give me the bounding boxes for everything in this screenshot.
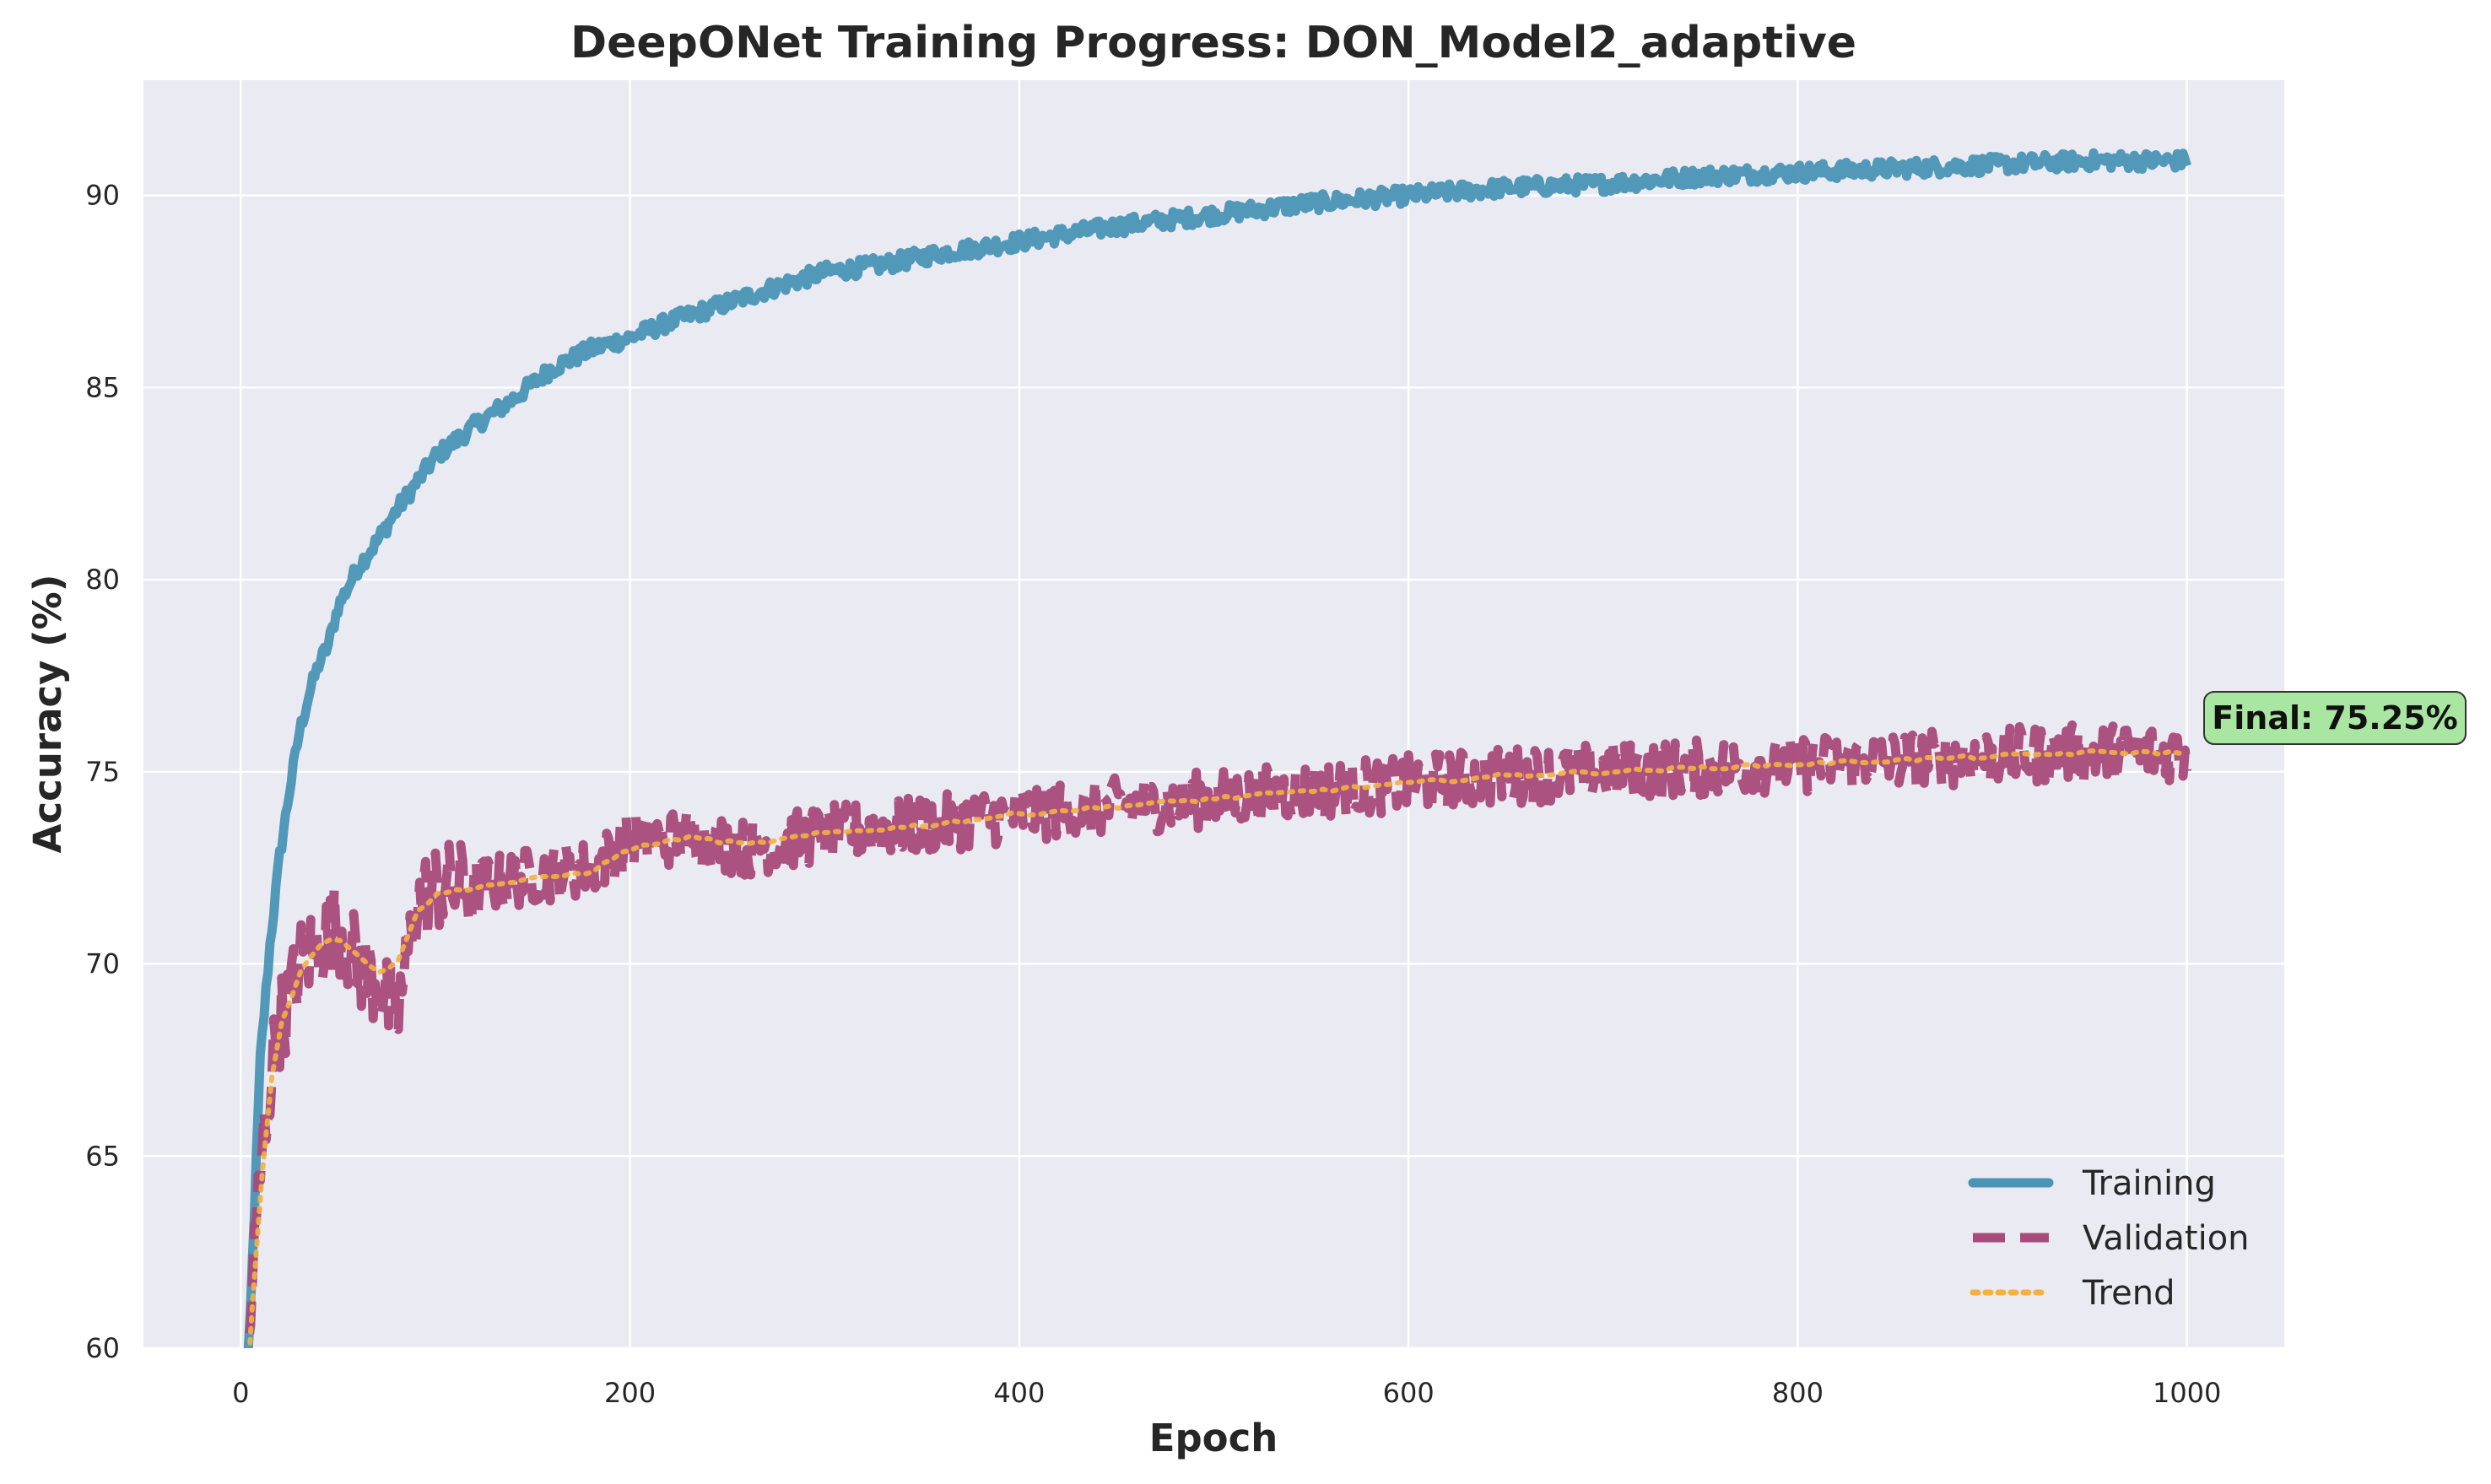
x-tick-label: 0 [232,1377,249,1409]
series-line-trend [246,748,2182,1348]
y-tick-label: 85 [85,371,120,403]
y-tick-label: 90 [85,180,120,212]
annotation-box [2203,691,2467,745]
annotation-text: Final: 75.25% [2212,699,2457,737]
x-axis-label: Epoch [1149,1416,1278,1460]
legend: Training Validation Trend [1968,1164,2250,1313]
x-tick-label: 400 [993,1377,1045,1409]
y-axis-label: Accuracy (%) [25,575,70,854]
final-annotation: Final: 75.25% [2203,691,2467,745]
legend-label-trend: Trend [2082,1274,2175,1313]
series-line-validation [243,720,2192,1348]
x-tick-label: 200 [604,1377,656,1409]
legend-label-validation: Validation [2083,1219,2250,1258]
x-tick-label: 800 [1772,1377,1824,1409]
x-tick-label: 600 [1383,1377,1435,1409]
x-axis-ticks: 0 200 400 600 800 1000 [232,1377,2221,1409]
x-tick-label: 1000 [2153,1377,2221,1409]
y-tick-label: 70 [85,948,120,980]
y-tick-label: 80 [85,564,120,596]
y-axis-ticks: 60 65 70 75 80 85 90 [85,180,120,1364]
series-line-training [243,148,2191,1348]
y-tick-label: 65 [85,1140,120,1172]
y-tick-label: 60 [85,1332,120,1364]
plot-area [143,80,2284,1348]
chart-title: DeepONet Training Progress: DON_Model2_a… [570,18,1856,68]
y-tick-label: 75 [85,756,120,788]
legend-label-training: Training [2082,1164,2216,1203]
series-layer [243,148,2192,1348]
